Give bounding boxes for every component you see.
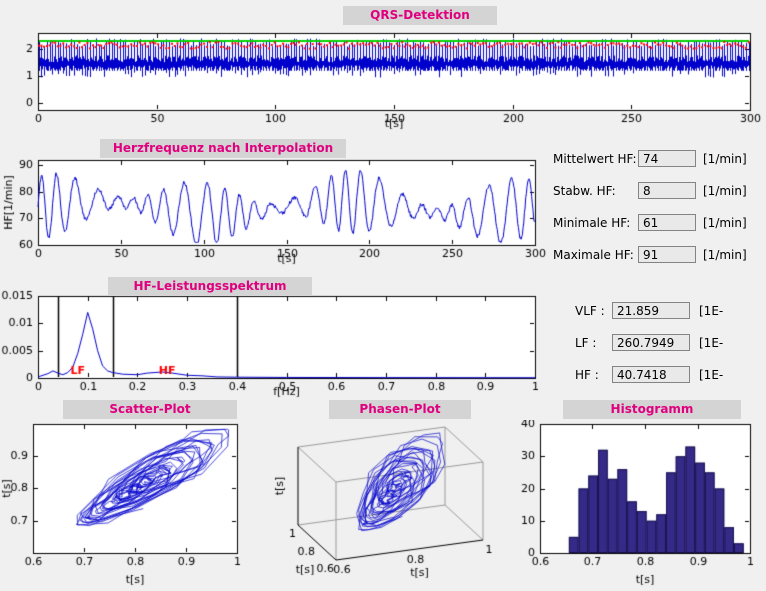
stat-row-hf: HF : 40.7418 [1E- [575, 366, 766, 386]
power-spectrum-plot [0, 286, 548, 402]
minimale-hf-unit: [1/min] [703, 216, 747, 230]
panel-title-histogramm: Histogramm [563, 400, 741, 419]
vlf-unit: [1E- [699, 304, 724, 318]
stabw-hf-field: 8 [638, 182, 696, 199]
stat-row-mittelwert-hf: Mittelwert HF: 74 [1/min] [553, 150, 766, 170]
stabw-hf-unit: [1/min] [703, 184, 747, 198]
phase-plot [258, 420, 510, 591]
mittelwert-hf-field: 74 [638, 150, 696, 167]
stat-row-minimale-hf: Minimale HF: 61 [1/min] [553, 214, 766, 234]
panel-title-qrs-detektion: QRS-Detektion [343, 6, 497, 25]
heart-rate-plot [0, 148, 548, 272]
mittelwert-hf-label: Mittelwert HF: [553, 152, 637, 166]
stat-row-lf: LF : 260.7949 [1E- [575, 334, 766, 354]
panel-title-herzfrequenz: Herzfrequenz nach Interpolation [100, 139, 346, 158]
vlf-label: VLF : [575, 304, 605, 318]
vlf-field: 21.859 [612, 302, 690, 319]
maximale-hf-label: Maximale HF: [553, 248, 634, 262]
histogram-plot [520, 420, 766, 591]
panel-title-phasen-plot: Phasen-Plot [329, 400, 471, 419]
lf-field: 260.7949 [612, 334, 690, 351]
hf-field: 40.7418 [612, 366, 690, 383]
panel-title-leistungsspektrum: HF-Leistungsspektrum [108, 277, 312, 296]
lf-label: LF : [575, 336, 597, 350]
panel-title-scatter-plot: Scatter-Plot [63, 400, 237, 419]
stat-row-vlf: VLF : 21.859 [1E- [575, 302, 766, 322]
qrs-detection-plot [0, 28, 766, 132]
minimale-hf-label: Minimale HF: [553, 216, 631, 230]
stat-row-stabw-hf: Stabw. HF: 8 [1/min] [553, 182, 766, 202]
maximale-hf-unit: [1/min] [703, 248, 747, 262]
minimale-hf-field: 61 [638, 214, 696, 231]
stat-row-maximale-hf: Maximale HF: 91 [1/min] [553, 246, 766, 266]
hf-label: HF : [575, 368, 599, 382]
hf-unit: [1E- [699, 368, 724, 382]
stabw-hf-label: Stabw. HF: [553, 184, 616, 198]
mittelwert-hf-unit: [1/min] [703, 152, 747, 166]
scatter-plot [0, 420, 252, 591]
lf-unit: [1E- [699, 336, 724, 350]
maximale-hf-field: 91 [638, 246, 696, 263]
